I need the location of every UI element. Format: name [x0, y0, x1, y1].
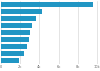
- Bar: [1, 23, 32, 28]
- Bar: [1, 58, 19, 63]
- Bar: [1, 51, 24, 56]
- Bar: [1, 2, 93, 7]
- Bar: [1, 16, 36, 21]
- Bar: [1, 37, 29, 42]
- Bar: [1, 9, 42, 14]
- Bar: [1, 44, 27, 49]
- Bar: [1, 30, 30, 35]
